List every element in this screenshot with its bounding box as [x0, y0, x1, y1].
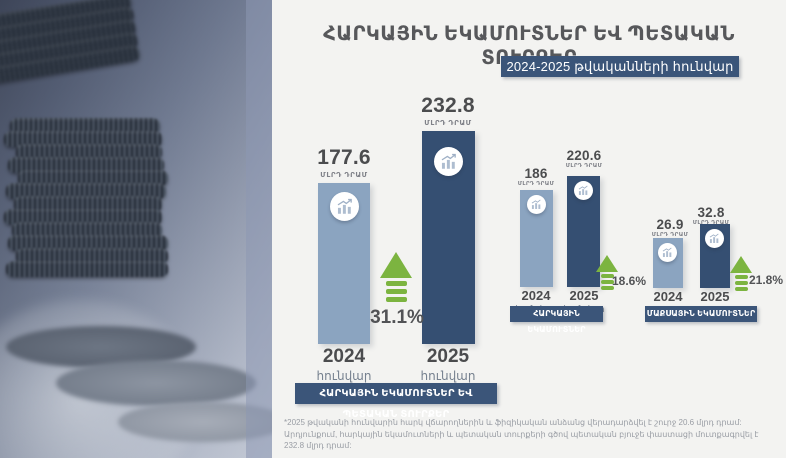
- year-label: 2025: [700, 289, 730, 304]
- year-label: 2024: [653, 289, 683, 304]
- main-2024-value: 177.6: [317, 146, 371, 169]
- customs-2025-unit: ՄԼՐԴ ԴՐԱՄ: [692, 220, 730, 226]
- growth-chart-icon: [658, 243, 677, 262]
- main-2025-unit: ՄԼՐԴ ԴՐԱՄ: [424, 120, 472, 127]
- period-badge: 2024-2025 թվականների հունվար: [501, 56, 739, 77]
- tax-chart-badge: ՀԱՐԿԱՅԻՆ ԵԿԱՄՈՒՏՆԵՐ: [510, 306, 603, 334]
- customs-2024-value: 26.9: [656, 217, 684, 232]
- customs-chart-badge: ՄԱՔՍԱՅԻՆ ԵԿԱՄՈՒՏՆԵՐ: [645, 306, 757, 322]
- main-2024-unit: ՄԼՐԴ ԴՐԱՄ: [320, 172, 368, 179]
- growth-chart-icon: [705, 229, 724, 248]
- footnote-line-2: Արդյունքում, հարկային եկամուտների և պետա…: [284, 429, 759, 451]
- footnote-line-1: *2025 թվականի հունվարին հարկ վճարողներին…: [284, 418, 742, 427]
- growth-chart-icon: [330, 192, 359, 221]
- tax-2025-value-block: 220.6 ՄԼՐԴ ԴՐԱՄ: [544, 148, 624, 169]
- growth-arrow-icon: [596, 255, 618, 290]
- year-label: 2025: [426, 346, 470, 367]
- main-2025-axis-label: 2025 հունվար: [398, 346, 498, 383]
- growth-chart-icon: [434, 147, 463, 176]
- main-growth-percent: 31.1%: [370, 307, 424, 328]
- coins-photo: [0, 0, 272, 458]
- tax-2025-value: 220.6: [566, 148, 602, 163]
- main-2024-value-block: 177.6 ՄԼՐԴ ԴՐԱՄ: [294, 146, 394, 179]
- customs-growth-percent: 21.8%: [749, 273, 784, 287]
- main-2025-value-block: 232.8 ՄԼՐԴ ԴՐԱՄ: [398, 94, 498, 127]
- tax-2024-unit: ՄԼՐԴ ԴՐԱՄ: [517, 181, 555, 187]
- main-2024-axis-label: 2024 հունվար: [294, 346, 394, 383]
- year-label: 2024: [521, 288, 551, 303]
- growth-arrow-icon: [730, 256, 752, 291]
- customs-2025-value: 32.8: [697, 205, 725, 220]
- month-label: հունվար: [420, 369, 476, 383]
- main-2025-value: 232.8: [421, 94, 475, 117]
- growth-chart-icon: [527, 195, 546, 214]
- blurred-coin: [56, 360, 256, 406]
- tax-growth-percent: 18.6%: [612, 274, 647, 288]
- month-label: հունվար: [316, 369, 372, 383]
- tax-2025-unit: ՄԼՐԴ ԴՐԱՄ: [565, 163, 603, 169]
- tax-2024-value-block: 186 ՄԼՐԴ ԴՐԱՄ: [496, 166, 576, 187]
- photo-edge-strip: [246, 0, 272, 458]
- footnote: *2025 թվականի հունվարին հարկ վճարողներին…: [284, 417, 780, 452]
- year-label: 2024: [322, 346, 366, 367]
- customs-2024-unit: ՄԼՐԴ ԴՐԱՄ: [651, 232, 689, 238]
- tax-2024-value: 186: [524, 166, 548, 181]
- growth-chart-icon: [574, 181, 593, 200]
- year-label: 2025: [569, 288, 599, 303]
- main-chart-badge: ՀԱՐԿԱՅԻՆ ԵԿԱՄՈՒՏՆԵՐ ԵՎ ՊԵՏԱԿԱՆ ՏՈՒՐՔԵՐ: [295, 383, 497, 420]
- growth-arrow-icon: [380, 252, 412, 302]
- customs-2025-value-block: 32.8 ՄԼՐԴ ԴՐԱՄ: [671, 205, 751, 226]
- coin-stack-main: [4, 118, 174, 277]
- customs-2024-value-block: 26.9 ՄԼՐԴ ԴՐԱՄ: [630, 217, 710, 238]
